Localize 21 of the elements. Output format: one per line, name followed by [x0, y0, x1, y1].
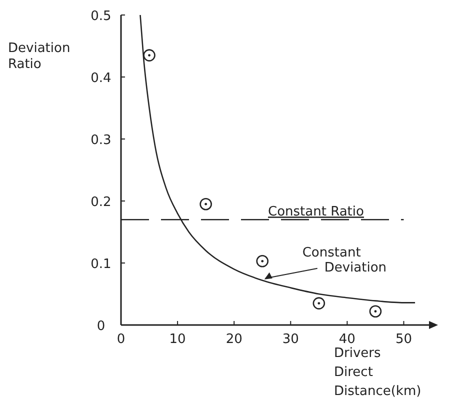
x-tick-label: 30	[282, 332, 299, 347]
y-tick-label: 0.2	[90, 195, 112, 210]
point	[312, 297, 326, 310]
x-tick-label: 40	[338, 332, 356, 347]
y-tick-label: 0.1	[90, 257, 112, 272]
x-axis-title: Drivers Direct Distance(km)	[334, 346, 422, 399]
x-tick-label: 10	[169, 332, 186, 347]
point	[143, 49, 156, 62]
point	[256, 254, 269, 268]
y-tick-label: 0.5	[90, 9, 112, 24]
ref-line-label: Constant Ratio	[268, 204, 364, 220]
point	[200, 198, 212, 210]
x-tick-label: 20	[226, 332, 242, 347]
point	[369, 305, 382, 318]
x-tick-label: 0	[116, 332, 126, 347]
y-axis-title: Deviation Ratio	[8, 41, 70, 72]
y-tick-label: 0	[96, 319, 106, 334]
y-tick-label: 0.4	[90, 71, 112, 86]
y-tick-label: 0.3	[90, 133, 112, 148]
x-tick-label: 50	[395, 332, 412, 347]
series-label: Constant Deviation	[302, 245, 387, 276]
